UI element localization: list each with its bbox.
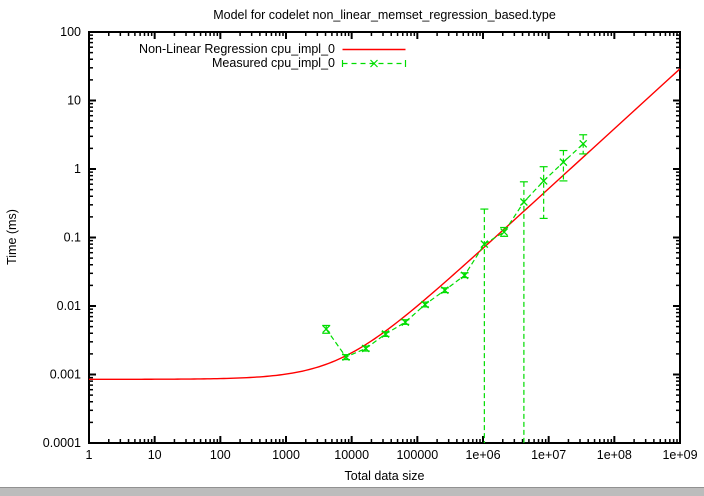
measured-series [322,134,588,443]
legend-label-regression: Non-Linear Regression cpu_impl_0 [139,42,335,56]
legend: Non-Linear Regression cpu_impl_0 Measure… [0,42,407,70]
chart-title: Model for codelet non_linear_memset_regr… [213,8,556,22]
svg-text:1e+08: 1e+08 [597,448,632,462]
y-axis-ticks: 0.0001 0.001 0.01 0.1 1 10 100 [43,25,680,450]
svg-text:1e+07: 1e+07 [531,448,566,462]
svg-text:1e+09: 1e+09 [662,448,697,462]
x-axis-ticks: 1 10 100 1000 10000 100000 1e+06 1e+07 1e+08 1e+0… [86,32,698,462]
svg-text:10: 10 [148,448,162,462]
svg-text:100: 100 [60,25,81,39]
svg-text:100000: 100000 [396,448,438,462]
horizontal-scrollbar[interactable] [0,487,704,496]
svg-text:1000: 1000 [272,448,300,462]
svg-text:0.001: 0.001 [50,368,81,382]
svg-text:10: 10 [67,94,81,108]
svg-text:1: 1 [74,162,81,176]
svg-text:10000: 10000 [334,448,369,462]
svg-text:0.01: 0.01 [57,299,81,313]
regression-line-sample [342,48,406,50]
svg-text:1e+06: 1e+06 [465,448,500,462]
svg-text:1: 1 [86,448,93,462]
svg-text:0.1: 0.1 [64,231,81,245]
legend-entry-regression: Non-Linear Regression cpu_impl_0 [0,42,407,56]
x-axis-label: Total data size [344,469,425,483]
plot-border [88,31,681,444]
legend-label-measured: Measured cpu_impl_0 [212,56,335,70]
svg-text:0.0001: 0.0001 [43,436,81,450]
svg-text:100: 100 [210,448,231,462]
measured-line-sample [341,59,407,67]
legend-entry-measured: Measured cpu_impl_0 [0,56,407,70]
